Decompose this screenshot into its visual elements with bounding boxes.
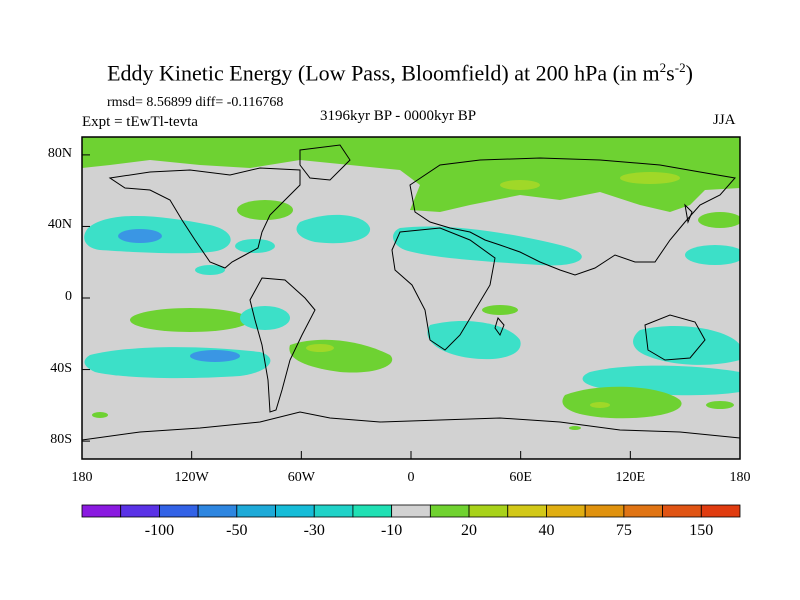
colorbar-label: -50 [226, 522, 248, 539]
field-trop-cyan [195, 265, 225, 275]
season-label: JJA [713, 112, 736, 128]
colorbar-box [546, 504, 586, 518]
field-sh-cyan4 [633, 325, 740, 365]
field-nh-lightgreen2 [500, 180, 540, 190]
field-asia-cyan [393, 226, 582, 266]
field-nh-green3 [698, 212, 740, 228]
field-sh-blue1 [190, 350, 240, 362]
coast-greenland [299, 144, 351, 181]
field-sh-green1 [130, 308, 250, 332]
colorbar-box [507, 504, 547, 518]
coast-madagascar [494, 316, 505, 337]
lat-tick-label: 40N [47, 217, 72, 233]
colorbar-label: 75 [615, 522, 632, 539]
field-sh-lightgreen2 [590, 402, 610, 408]
coast-japan [684, 203, 693, 224]
lon-tick-label: 60E [509, 470, 532, 485]
lat-tick-label: 40S [50, 360, 72, 376]
lon-tick-label: 120W [174, 470, 209, 485]
colorbar-box [275, 504, 315, 518]
colorbar-label: 20 [461, 522, 478, 539]
coast-africa [391, 227, 496, 351]
field-sh-green4 [562, 386, 682, 419]
axis-ticks [81, 154, 741, 459]
coast-south-america [249, 277, 316, 413]
period-label: 3196kyr BP - 0000kyr BP [320, 108, 477, 124]
lon-tick-label: 120E [615, 470, 646, 485]
colorbar-box [623, 504, 663, 518]
colorbar-box [120, 504, 160, 518]
coast-australia [644, 314, 706, 361]
coastlines [82, 144, 740, 441]
colorbar-label: -10 [380, 522, 403, 539]
field-sh-green6 [706, 401, 734, 409]
field-nh-lightgreen [620, 172, 680, 184]
lon-tick-label: 180 [71, 470, 93, 485]
colorbar-box [236, 504, 276, 518]
lon-tick-label: 180 [729, 470, 751, 485]
lat-tick-label: 0 [65, 289, 72, 304]
coast-eurasia [409, 157, 736, 276]
colorbar-label: 40 [538, 522, 555, 539]
field-natl-cyan [296, 214, 371, 244]
colorbar-label: 150 [689, 522, 714, 539]
colorbar-box [391, 504, 431, 518]
rmsd-stat: rmsd= 8.56899 diff= -0.116768 [107, 95, 284, 110]
experiment-label: Expt = tEwTl-tevta [82, 114, 198, 130]
colorbar-label: -30 [303, 522, 325, 539]
lat-tick-label: 80S [50, 432, 72, 448]
colorbar-box [197, 504, 238, 518]
coast-antarctica [82, 411, 740, 441]
field-sh-lightgreen1 [306, 344, 334, 352]
colorbar-box [700, 504, 741, 518]
colorbar-box [468, 504, 509, 518]
colorbar-box [429, 504, 470, 518]
colorbar-box [159, 504, 199, 518]
colorbar-box [584, 504, 625, 518]
field-sh-green5 [92, 412, 108, 418]
lat-tick-label: 80N [47, 145, 72, 161]
lon-tick-label: 0 [407, 470, 415, 485]
colorbar-box [81, 504, 122, 518]
colorbar-box [313, 504, 354, 518]
field-arctic-green [82, 137, 740, 212]
field-nh-green2 [237, 200, 293, 220]
plot-title: Eddy Kinetic Energy (Low Pass, Bloomfiel… [107, 60, 693, 86]
colorbar-box [662, 504, 702, 518]
field-sh-green7 [569, 426, 581, 430]
field-npac-blue [118, 229, 162, 243]
field-sh-green3 [482, 305, 518, 315]
field-pac-cyan [685, 245, 740, 265]
colorbar-label: -100 [144, 522, 175, 539]
colorbar-box [352, 504, 393, 518]
coast-north-america [108, 167, 301, 269]
field-asia-cyan2 [235, 239, 275, 253]
lon-tick-label: 60W [287, 470, 315, 485]
